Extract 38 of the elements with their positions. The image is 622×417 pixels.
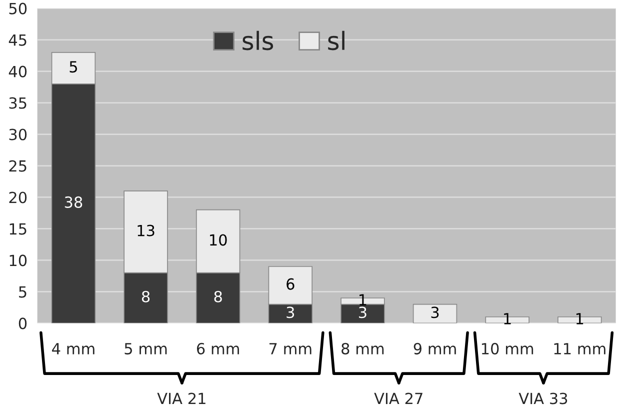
y-tick-label: 50: [9, 2, 27, 14]
data-label: 8: [142, 290, 150, 302]
y-tick-label: 40: [8, 66, 27, 78]
y-tick-label: 20: [9, 192, 27, 204]
y-tick-label: 45: [8, 34, 26, 46]
legend-label: sls: [242, 30, 274, 50]
data-label: 38: [64, 196, 82, 208]
y-tick-label: 30: [9, 128, 27, 140]
x-tick-label: 8 mm: [342, 342, 384, 354]
data-label: 1: [360, 294, 366, 306]
data-label: 6: [286, 278, 294, 290]
x-tick-label: 10 mm: [482, 342, 534, 354]
data-label: 13: [138, 224, 154, 236]
y-tick-label: 10: [10, 254, 27, 266]
bar: [412, 304, 458, 324]
y-tick-label: 15: [10, 223, 26, 235]
x-tick-label: 7 mm: [269, 343, 312, 354]
text: VIA 21: [157, 392, 206, 404]
data-label: 3: [286, 306, 294, 318]
data-label: 8: [214, 290, 222, 302]
x-tick-label: 11 mm: [554, 343, 606, 354]
x-tick-label: 5 mm: [124, 343, 167, 354]
data-label: 5: [70, 61, 77, 73]
y-tick-label: 0: [18, 318, 27, 330]
data-label: 1: [576, 313, 584, 324]
data-label: 3: [431, 306, 439, 318]
data-label: 10: [210, 234, 227, 246]
x-tick-label: 9 mm: [414, 342, 456, 354]
x-tick-label: 6 mm: [196, 342, 239, 354]
data-label: 3: [359, 306, 366, 318]
text: VIA 33: [518, 392, 568, 404]
y-tick-label: 35: [9, 97, 26, 109]
y-tick-label: 5: [19, 286, 26, 298]
text: VIA 27: [374, 392, 422, 404]
x-tick-label: 4 mm: [52, 343, 94, 354]
data-label: 1: [504, 313, 511, 324]
legend-label: sl: [328, 30, 344, 50]
y-tick-label: 25: [9, 160, 26, 172]
